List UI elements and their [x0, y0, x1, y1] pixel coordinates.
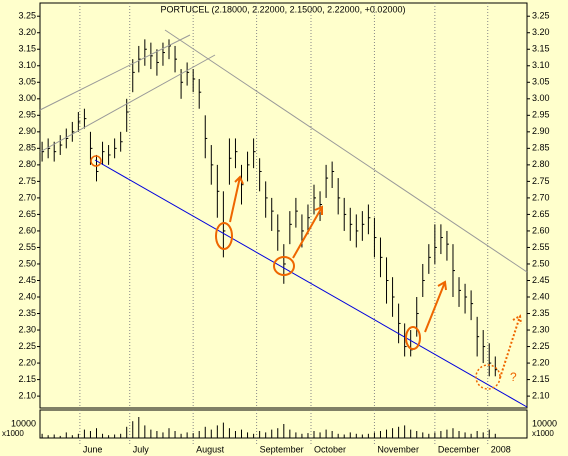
arrows — [229, 175, 522, 379]
marker-circle — [405, 326, 421, 350]
x-tick-label: August — [196, 444, 225, 454]
volume-unit: x1000 — [532, 429, 554, 438]
volume-tick-label: 10000 — [532, 418, 557, 428]
y-tick-label: 2.50 — [18, 258, 36, 268]
y-tick-label: 2.95 — [532, 110, 550, 120]
y-tick-label: 2.60 — [18, 225, 36, 235]
x-tick-label: July — [133, 444, 150, 454]
y-tick-label: 3.10 — [18, 60, 36, 70]
x-tick-label: December — [438, 444, 480, 454]
volume-tick-label: 10000 — [11, 418, 36, 428]
y-tick-label: 2.80 — [18, 159, 36, 169]
y-tick-label: 2.75 — [18, 176, 36, 186]
y-tick-label: 2.30 — [18, 324, 36, 334]
y-tick-label: 2.80 — [532, 159, 550, 169]
y-tick-label: 2.45 — [532, 275, 550, 285]
y-tick-label: 2.55 — [532, 242, 550, 252]
y-tick-label: 2.65 — [18, 209, 36, 219]
volume-unit: x1000 — [2, 429, 24, 438]
x-tick-label: June — [83, 444, 103, 454]
y-tick-label: 2.35 — [532, 308, 550, 318]
y-tick-label: 2.20 — [18, 357, 36, 367]
y-tick-label: 2.65 — [532, 209, 550, 219]
x-tick-label: November — [377, 444, 419, 454]
x-tick-label: 2008 — [491, 444, 511, 454]
y-tick-label: 2.50 — [532, 258, 550, 268]
y-tick-label: 2.95 — [18, 110, 36, 120]
arrow — [229, 175, 244, 223]
y-tick-label: 3.20 — [18, 27, 36, 37]
arrow — [499, 314, 522, 379]
question-mark: ? — [510, 370, 517, 384]
y-tick-label: 3.00 — [18, 93, 36, 103]
y-tick-label: 2.35 — [18, 308, 36, 318]
y-tick-label: 2.90 — [532, 126, 550, 136]
y-tick-label: 3.25 — [532, 11, 550, 21]
y-tick-label: 2.45 — [18, 275, 36, 285]
y-tick-label: 2.85 — [532, 143, 550, 153]
y-tick-label: 2.85 — [18, 143, 36, 153]
y-tick-label: 3.15 — [18, 44, 36, 54]
marker-circle — [273, 256, 295, 276]
y-tick-label: 2.25 — [18, 341, 36, 351]
y-tick-label: 2.20 — [532, 357, 550, 367]
marker-circle — [90, 155, 102, 167]
y-tick-label: 2.70 — [18, 192, 36, 202]
annotations: ? — [39, 29, 528, 408]
y-tick-label: 2.90 — [18, 126, 36, 136]
arrow — [424, 280, 447, 333]
y-tick-label: 2.15 — [18, 374, 36, 384]
arrow — [292, 205, 323, 259]
y-tick-label: 2.60 — [532, 225, 550, 235]
y-tick-label: 3.20 — [532, 27, 550, 37]
y-tick-label: 3.15 — [532, 44, 550, 54]
x-tick-label: September — [260, 444, 304, 454]
y-tick-label: 2.30 — [532, 324, 550, 334]
y-tick-label: 2.55 — [18, 242, 36, 252]
y-tick-label: 2.40 — [532, 291, 550, 301]
y-tick-label: 2.40 — [18, 291, 36, 301]
y-tick-label: 3.10 — [532, 60, 550, 70]
y-tick-label: 3.00 — [532, 93, 550, 103]
y-tick-label: 2.10 — [532, 390, 550, 400]
trend-line — [164, 29, 528, 273]
y-tick-label: 2.70 — [532, 192, 550, 202]
marker-circle — [215, 222, 233, 250]
support-line — [94, 159, 528, 408]
y-tick-label: 2.25 — [532, 341, 550, 351]
x-tick-label: October — [314, 444, 346, 454]
trend-line — [39, 54, 216, 153]
y-tick-label: 3.05 — [18, 77, 36, 87]
y-tick-label: 2.10 — [18, 390, 36, 400]
trend-line — [39, 34, 191, 111]
chart-title: PORTUCEL (2.18000, 2.22000, 2.15000, 2.2… — [161, 4, 406, 14]
price-panel — [39, 2, 528, 409]
y-tick-label: 2.15 — [532, 374, 550, 384]
y-tick-label: 3.25 — [18, 11, 36, 21]
y-tick-label: 2.75 — [532, 176, 550, 186]
y-tick-label: 3.05 — [532, 77, 550, 87]
